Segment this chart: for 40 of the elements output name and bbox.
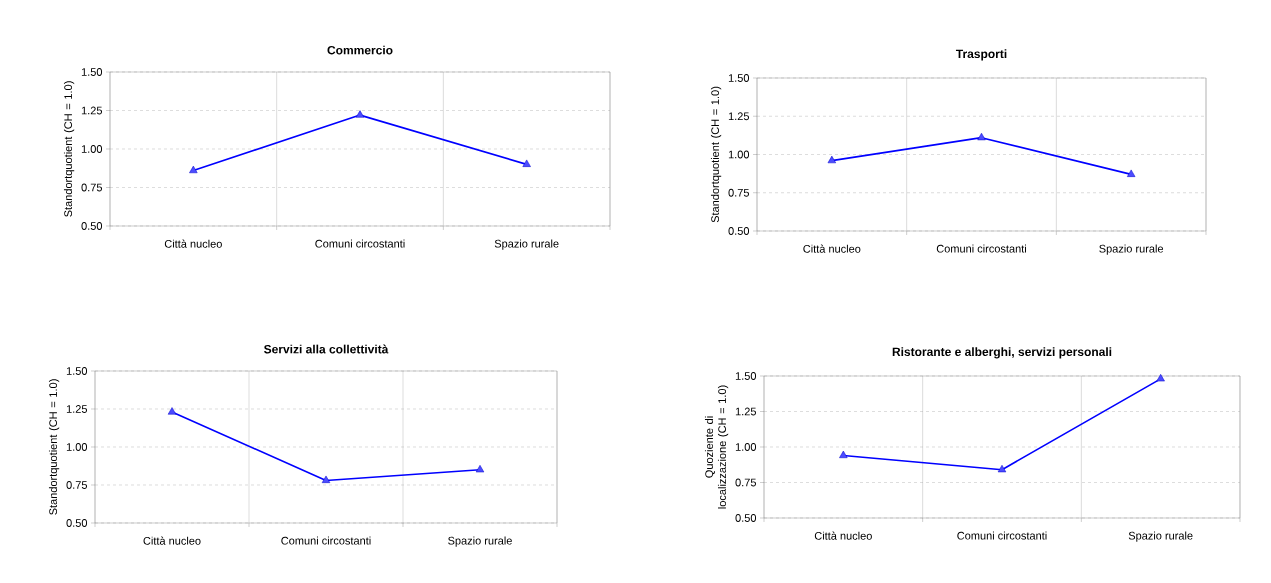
chart-title: Commercio [327,45,393,55]
y-tick-label: 1.50 [66,367,88,375]
y-tick-label: 0.50 [66,519,88,527]
y-tick-label: 0.50 [728,227,750,235]
x-tick-label: Comuni circostanti [315,239,405,248]
x-tick-label: Spazio rurale [1099,244,1164,255]
x-tick-label: Comuni circostanti [936,244,1026,253]
y-axis-title: Standortquotient (CH = 1.0) [63,81,75,217]
y-tick-label: 0.50 [735,514,757,522]
x-tick-label: Spazio rurale [494,239,559,250]
x-tick-label: Comuni circostanti [281,536,371,545]
x-tick-label: Città nucleo [143,536,201,545]
y-tick-label: 1.25 [735,407,756,416]
x-tick-label: Città nucleo [164,239,222,248]
y-axis-title: Quoziente di localizzazione (CH = 1.0) [704,385,729,509]
x-tick-label: Comuni circostanti [957,531,1047,540]
x-tick-label: Città nucleo [814,531,872,540]
y-tick-label: 1.25 [728,112,749,121]
y-axis-title: Standortquotient (CH = 1.0) [48,379,60,515]
y-tick-label: 1.50 [728,74,750,82]
x-tick-label: Spazio rurale [448,536,512,547]
chart-title: Ristorante e alberghi, servizi personali [892,347,1112,359]
y-tick-label: 1.00 [66,443,88,451]
y-tick-label: 1.00 [81,145,103,153]
y-tick-label: 0.75 [728,188,749,197]
y-tick-label: 0.50 [81,222,103,230]
y-tick-label: 1.25 [81,106,103,115]
chart-title: Servizi alla collettività [264,344,389,354]
y-tick-label: 1.00 [728,150,750,159]
chart-title: Trasporti [955,49,1007,61]
y-tick-label: 1.50 [735,372,757,380]
x-tick-label: Città nucleo [803,244,861,253]
y-tick-label: 0.75 [81,183,103,192]
y-tick-label: 0.75 [66,481,88,489]
y-axis-title: Standortquotient (CH = 1.0) [710,86,722,223]
y-tick-label: 0.75 [735,478,756,487]
y-tick-label: 1.00 [735,443,757,451]
y-tick-label: 1.50 [81,68,103,76]
y-tick-label: 1.25 [66,405,88,413]
x-tick-label: Spazio rurale [1128,531,1193,542]
